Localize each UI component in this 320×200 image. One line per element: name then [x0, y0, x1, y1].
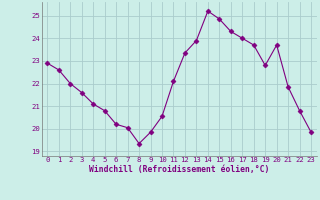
X-axis label: Windchill (Refroidissement éolien,°C): Windchill (Refroidissement éolien,°C): [89, 165, 269, 174]
